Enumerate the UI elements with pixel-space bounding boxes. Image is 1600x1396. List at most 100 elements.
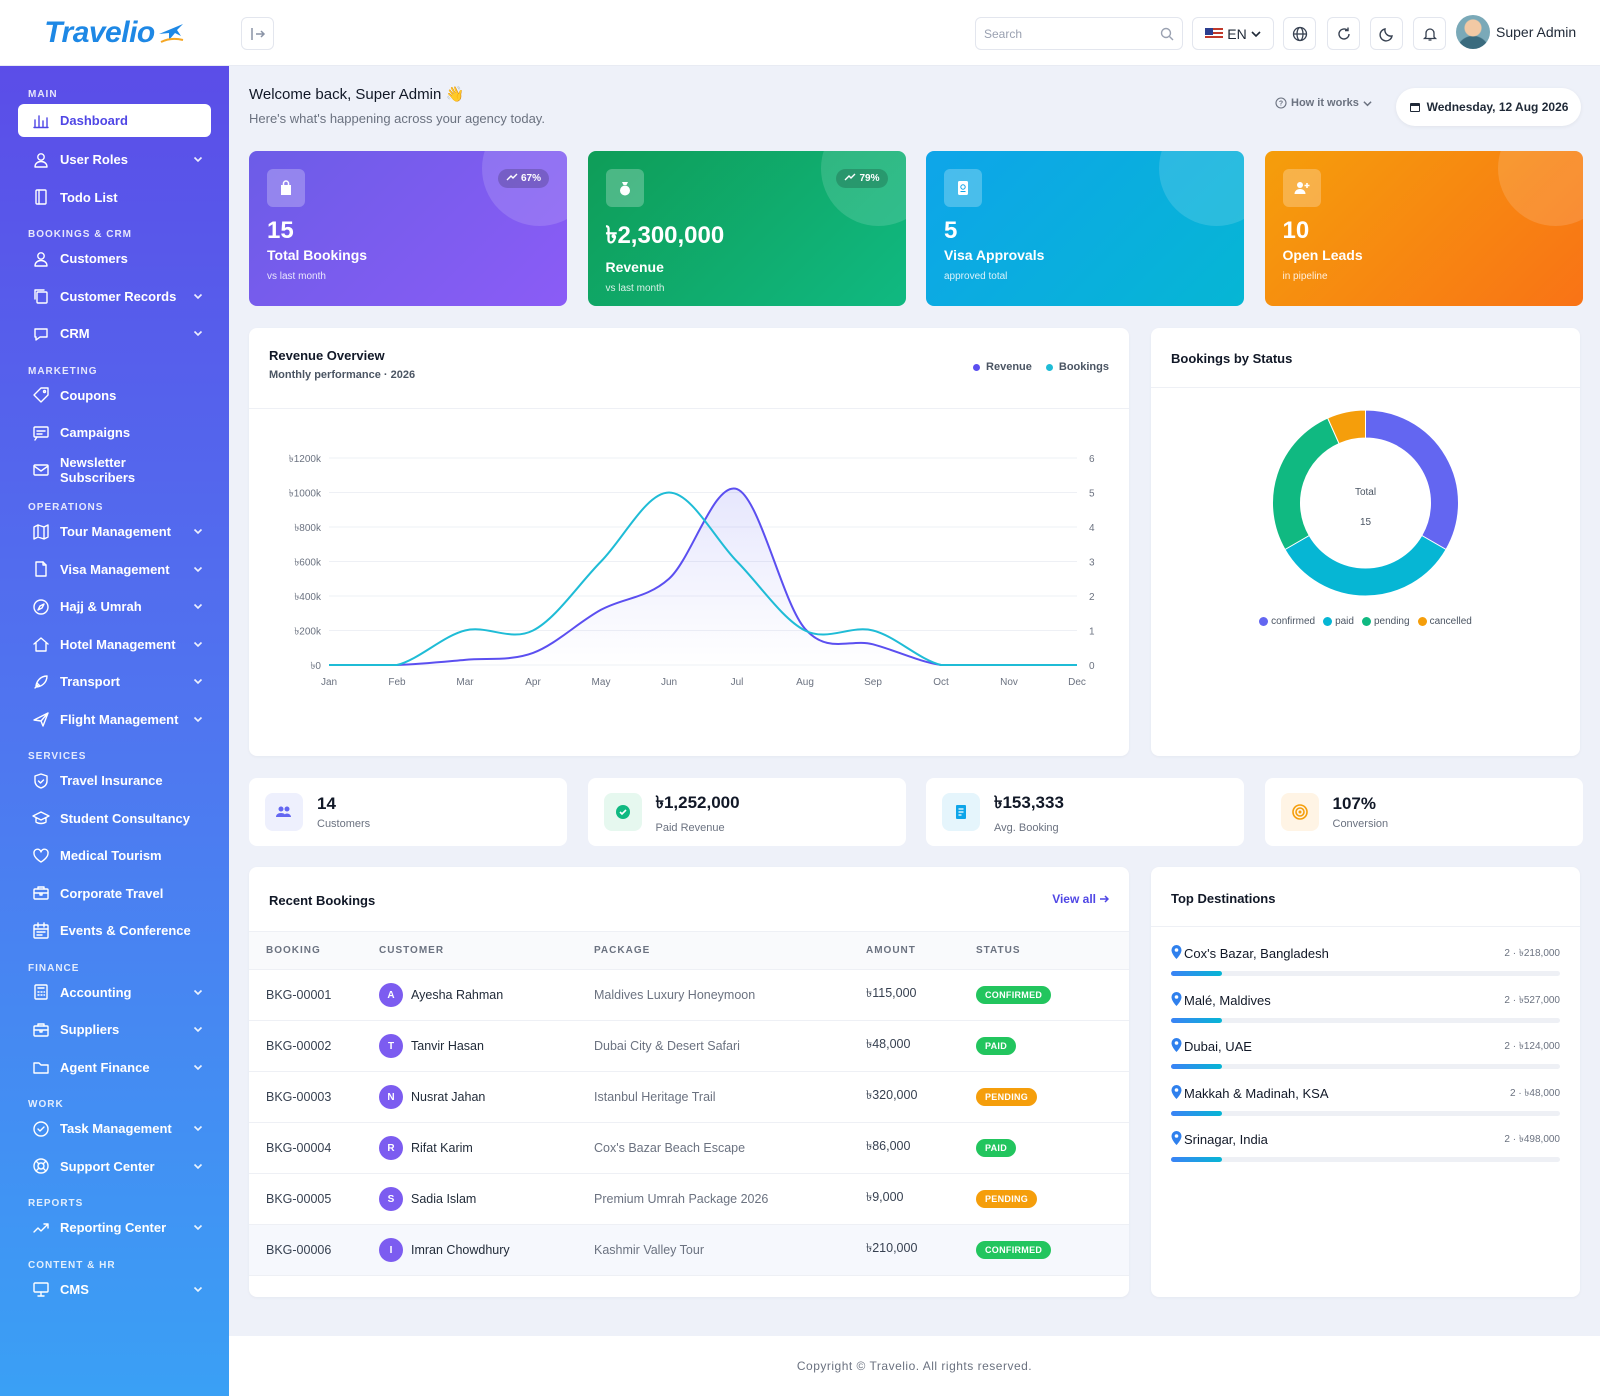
kpi-card-revenue[interactable]: 79% ৳2,300,000 Revenue vs last month (587, 151, 906, 306)
sidebar-item-task-management[interactable]: Task Management (0, 1110, 229, 1148)
table-row[interactable]: BKG-00004 R Rifat Karim Cox's Bazar Beach E… (249, 1122, 1129, 1174)
donut-slice-paid[interactable] (1284, 534, 1447, 597)
kpi-card-visa-approvals[interactable]: 5 Visa Approvals approved total (926, 151, 1244, 306)
table-row[interactable]: BKG-00002 T Tanvir Hasan Dubai City & Deser… (249, 1020, 1129, 1072)
sidebar-item-support-center[interactable]: Support Center (0, 1148, 229, 1186)
legend-cancelled[interactable]: cancelled (1417, 616, 1472, 627)
kpi-card-total-bookings[interactable]: 67% 15 Total Bookings vs last month (249, 151, 567, 306)
destination-name-row: Malé, Maldives (1171, 980, 1560, 1009)
donut-slice-cancelled[interactable] (1327, 409, 1366, 445)
destination-name: Cox's Bazar, Bangladesh (1184, 946, 1329, 961)
revenue-overview-card: Revenue Overview Monthly performance · 2… (249, 328, 1129, 756)
status-chart-legend: confirmed paid pending cancelled (1151, 616, 1580, 627)
copyright-text: Copyright © Travelio. All rights reserve… (796, 1359, 1033, 1373)
customer-name: Nusrat Jahan (411, 1090, 486, 1104)
table-row[interactable]: BKG-00006 I Imran Chowdhury Kashmir Valley … (249, 1224, 1129, 1276)
chevron-down-icon (193, 524, 203, 539)
customer: A Ayesha Rahman (379, 983, 594, 1007)
sidebar-item-coupons[interactable]: Coupons (0, 377, 229, 415)
sidebar-section-title: REPORTS (28, 1198, 84, 1209)
amount: ৳320,000 (866, 1071, 976, 1123)
table-row[interactable]: BKG-00003 N Nusrat Jahan Istanbul Heritage … (249, 1071, 1129, 1123)
destination-item[interactable]: Malé, Maldives 2 · ৳527,000 (1151, 980, 1580, 1027)
booking-id: BKG-00003 (249, 1071, 379, 1123)
sidebar-item-label: Coupons (60, 387, 117, 403)
kpi-card-open-leads[interactable]: 10 Open Leads in pipeline (1264, 151, 1583, 306)
donut-center-value: 15 (1360, 517, 1372, 528)
sidebar-item-todo-list[interactable]: Todo List (0, 179, 229, 217)
package-name: Cox's Bazar Beach Escape (594, 1122, 866, 1174)
notifications-button[interactable] (1413, 17, 1446, 50)
sidebar-item-newsletter-subscribers[interactable]: Newsletter Subscribers (0, 452, 229, 490)
customer: I Imran Chowdhury (379, 1238, 594, 1262)
language-selector[interactable]: EN (1192, 17, 1274, 50)
sidebar-item-transport[interactable]: Transport (0, 663, 229, 701)
sidebar-item-flight-management[interactable]: Flight Management (0, 701, 229, 739)
customer-name: Ayesha Rahman (411, 988, 504, 1002)
sidebar-item-cms[interactable]: CMS (0, 1271, 229, 1309)
donut-slice-confirmed[interactable] (1365, 409, 1459, 551)
view-all-link[interactable]: View all (1052, 892, 1109, 906)
legend-label: confirmed (1271, 616, 1316, 627)
legend-bookings[interactable]: Bookings (1045, 361, 1109, 373)
sidebar-item-tour-management[interactable]: Tour Management (0, 513, 229, 551)
sidebar-item-accounting[interactable]: Accounting (0, 974, 229, 1012)
bookings-status-donut: Total 15 (1272, 409, 1459, 597)
sidebar-item-student-consultancy[interactable]: Student Consultancy (0, 800, 229, 838)
home-icon (32, 635, 50, 653)
user-plus-icon (1282, 169, 1321, 207)
sidebar-item-dashboard[interactable]: Dashboard (18, 104, 211, 137)
x-tick-label: Oct (933, 677, 949, 688)
table-row[interactable]: BKG-00001 A Ayesha Rahman Maldives Luxury H… (249, 969, 1129, 1021)
legend-paid[interactable]: paid (1323, 616, 1354, 627)
how-it-works-button[interactable]: ? How it works (1275, 97, 1372, 109)
legend-pending[interactable]: pending (1361, 616, 1410, 627)
sidebar-item-hotel-management[interactable]: Hotel Management (0, 626, 229, 664)
map-pin-icon (1171, 945, 1182, 962)
arrow-right-icon (1100, 895, 1109, 903)
destination-item[interactable]: Dubai, UAE 2 · ৳124,000 (1151, 1026, 1580, 1073)
search-input[interactable] (984, 26, 1160, 41)
sidebar-item-suppliers[interactable]: Suppliers (0, 1011, 229, 1049)
sidebar-item-crm[interactable]: CRM (0, 315, 229, 353)
graduation-icon (32, 809, 50, 827)
refresh-button[interactable] (1327, 17, 1360, 50)
globe-button[interactable] (1283, 17, 1316, 50)
legend-revenue[interactable]: Revenue (973, 361, 1032, 373)
sidebar-item-travel-insurance[interactable]: Travel Insurance (0, 762, 229, 800)
user-menu[interactable]: Super Admin (1456, 15, 1576, 49)
destination-item[interactable]: Makkah & Madinah, KSA 2 · ৳48,000 (1151, 1073, 1580, 1120)
customer-cell: N Nusrat Jahan (379, 1071, 594, 1123)
sidebar-item-reporting-center[interactable]: Reporting Center (0, 1209, 229, 1247)
sidebar-toggle-button[interactable] (241, 17, 274, 50)
sidebar-item-label: Corporate Travel (60, 885, 164, 901)
sidebar-item-user-roles[interactable]: User Roles (0, 141, 229, 179)
destination-name: Malé, Maldives (1184, 992, 1271, 1008)
legend-confirmed[interactable]: confirmed (1259, 616, 1315, 627)
customer-cell: R Rifat Karim (379, 1122, 594, 1174)
map-pin-icon (1171, 1038, 1182, 1055)
sidebar-item-events-conference[interactable]: Events & Conference (0, 912, 229, 950)
series-line-bookings[interactable] (329, 491, 1077, 666)
sidebar-item-medical-tourism[interactable]: Medical Tourism (0, 837, 229, 875)
destination-name-row: Makkah & Madinah, KSA (1171, 1073, 1560, 1102)
kpi-value: 15 (267, 217, 294, 244)
folder-icon (32, 1058, 50, 1076)
theme-toggle-button[interactable] (1370, 17, 1403, 50)
sidebar-item-agent-finance[interactable]: Agent Finance (0, 1049, 229, 1087)
sidebar-item-campaigns[interactable]: Campaigns (0, 414, 229, 452)
donut-slice-pending[interactable] (1272, 417, 1340, 551)
status-badge: CONFIRMED (976, 1241, 1052, 1259)
sidebar-item-customers[interactable]: Customers (0, 240, 229, 278)
destination-progress (1171, 971, 1560, 976)
search-box[interactable] (975, 17, 1183, 50)
sidebar-item-hajj-umrah[interactable]: Hajj & Umrah (0, 588, 229, 626)
sidebar-item-corporate-travel[interactable]: Corporate Travel (0, 875, 229, 913)
y-left-tick-label: ৳600k (294, 558, 322, 569)
destination-item[interactable]: Srinagar, India 2 · ৳498,000 (1151, 1119, 1580, 1166)
table-row[interactable]: BKG-00005 S Sadia Islam Premium Umrah Packa… (249, 1173, 1129, 1225)
sidebar-item-customer-records[interactable]: Customer Records (0, 278, 229, 316)
sidebar-item-visa-management[interactable]: Visa Management (0, 551, 229, 589)
brand-logo[interactable]: Travelio (0, 16, 229, 50)
destination-item[interactable]: Cox's Bazar, Bangladesh 2 · ৳218,000 (1151, 933, 1580, 980)
